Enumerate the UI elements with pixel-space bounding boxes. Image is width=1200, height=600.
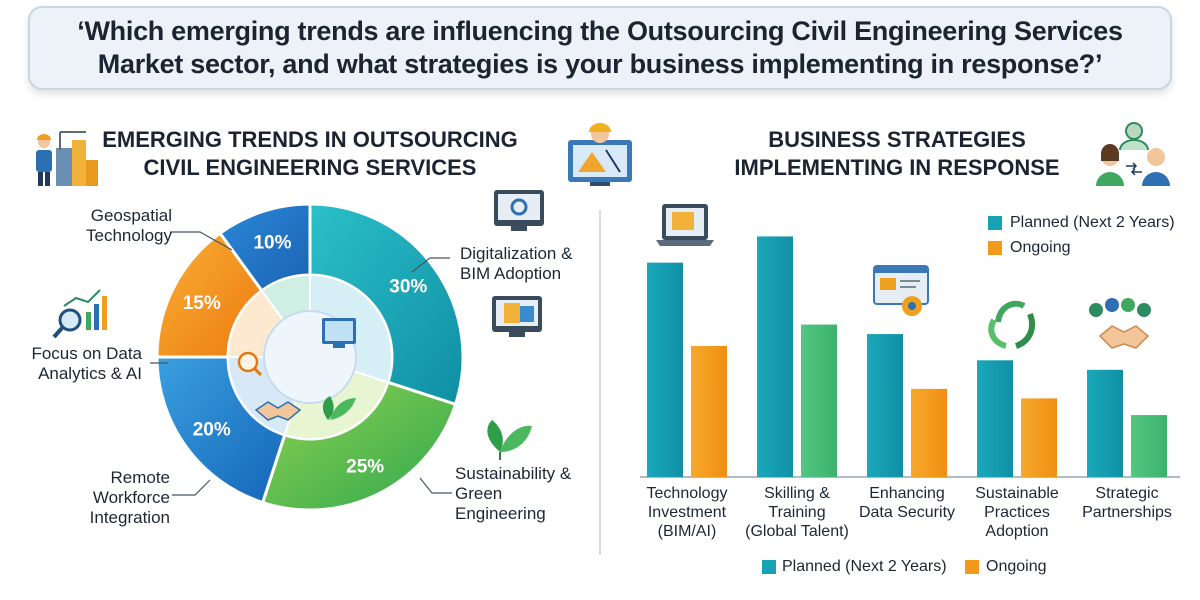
legend-bottom-ongoing-label: Ongoing (986, 558, 1047, 575)
bar-category-label-line: Skilling & (764, 485, 830, 502)
monitor-blueprint-icon (492, 296, 542, 337)
bar-category-label-line: Adoption (985, 523, 1049, 540)
bar-category-label-line: Strategic (1095, 485, 1159, 502)
label-sustainability-line3: Engineering (455, 504, 546, 523)
bar-category-label-line: Data Security (858, 504, 956, 521)
label-data-analytics-line2: Analytics & AI (38, 364, 142, 383)
connector-digitalization (411, 257, 450, 273)
engineer-construction-icon (36, 131, 98, 186)
label-remote: Remote Workforce Integration (52, 468, 170, 528)
bar-planned-3 (977, 360, 1013, 477)
bar-ongoing-1 (801, 324, 837, 477)
legend-bottom-ongoing-swatch (965, 560, 979, 574)
bar-ongoing-0 (691, 346, 727, 477)
bar-ongoing-3 (1021, 398, 1057, 477)
right-title-line2: IMPLEMENTING IN RESPONSE (734, 155, 1060, 180)
label-digitalization: Digitalization & BIM Adoption (460, 244, 600, 284)
left-title-line2: CIVIL ENGINEERING SERVICES (143, 155, 477, 180)
label-geospatial: Geospatial Technology (52, 206, 172, 246)
bar-planned-0 (647, 262, 683, 477)
pie-value-digitalization: 30% (389, 277, 427, 298)
bar-category-label-line: Enhancing (869, 485, 945, 502)
label-sustainability-line2: Green (455, 484, 503, 503)
left-title-line1: EMERGING TRENDS IN OUTSOURCING (102, 127, 518, 152)
trends-donut-chart: 30% 25% 20% 15% 10% (155, 202, 465, 512)
bar-category-label: Skilling & Training (Global Talent) (737, 484, 857, 541)
legend-top-planned-label: Planned (Next 2 Years) (1010, 214, 1175, 231)
bar-category-label-line: Training (768, 504, 826, 521)
legend-top-planned-swatch (988, 216, 1002, 230)
label-sustainability: Sustainability & Green Engineering (455, 464, 595, 524)
bar-ongoing-2 (911, 388, 947, 477)
bar-category-label: Sustainable Practices Adoption (957, 484, 1077, 541)
center-monitor-icon (322, 318, 356, 348)
bar-category-label-line: Technology (646, 485, 728, 502)
legend-top-ongoing-label: Ongoing (1010, 239, 1071, 256)
label-remote-line3: Integration (89, 508, 170, 527)
handshake-people-icon (1089, 298, 1151, 349)
right-title-line1: BUSINESS STRATEGIES (768, 127, 1026, 152)
pie-value-geospatial: 10% (253, 232, 291, 253)
label-remote-line1: Remote (110, 468, 170, 487)
bar-planned-4 (1087, 369, 1123, 477)
bar-planned-2 (867, 334, 903, 477)
bar-category-label-line: Sustainable (975, 485, 1059, 502)
label-data-analytics-line1: Focus on Data (31, 344, 142, 363)
label-digitalization-line1: Digitalization & (460, 244, 573, 263)
legend-top-ongoing-swatch (988, 241, 1002, 255)
center-leaf-icon (322, 396, 356, 420)
label-digitalization-line2: BIM Adoption (460, 264, 562, 283)
bar-planned-1 (757, 236, 793, 477)
engineer-computer-icon (568, 123, 632, 186)
pie-value-remote: 20% (193, 419, 231, 440)
analytics-magnifier-icon (52, 289, 107, 339)
right-section-title: BUSINESS STRATEGIES IMPLEMENTING IN RESP… (716, 126, 1078, 182)
connector-remote (172, 479, 211, 496)
center-analytics-icon (237, 351, 263, 377)
bar-category-label-line: (BIM/AI) (657, 523, 717, 540)
question-banner: ‘Which emerging trends are influencing t… (28, 6, 1172, 90)
bar-category-label-line: (Global Talent) (745, 523, 849, 540)
bar-category-label-line: Investment (647, 504, 727, 521)
bar-category-label-line: Partnerships (1082, 504, 1172, 521)
pie-value-sustainability: 25% (346, 456, 384, 477)
legend-bottom-planned-swatch (762, 560, 776, 574)
label-geospatial-line2: Technology (85, 226, 172, 245)
bar-category-label: Strategic Partnerships (1067, 484, 1187, 522)
bar-category-label: Enhancing Data Security (847, 484, 967, 522)
team-collaboration-icon (1096, 122, 1170, 186)
laptop-bim-icon (656, 204, 714, 246)
connector-sustainability (419, 477, 452, 494)
label-data-analytics: Focus on Data Analytics & AI (14, 344, 142, 384)
strategies-bar-chart (640, 236, 1180, 478)
web-security-icon (873, 265, 929, 316)
recycle-icon (988, 300, 1036, 349)
label-sustainability-line1: Sustainability & (455, 464, 572, 483)
question-title: ‘Which emerging trends are influencing t… (77, 16, 1123, 79)
connector-geospatial (170, 231, 233, 251)
label-remote-line2: Workforce (92, 488, 170, 507)
pie-connector-lines (150, 231, 452, 496)
left-section-title: EMERGING TRENDS IN OUTSOURCING CIVIL ENG… (92, 126, 528, 182)
bar-category-label: Technology Investment (BIM/AI) (627, 484, 747, 541)
pie-value-data-analytics: 15% (183, 293, 221, 314)
leaves-icon (487, 420, 532, 460)
bar-ongoing-4 (1131, 415, 1167, 477)
monitor-gear-icon (494, 190, 544, 231)
center-handshake-icon (254, 401, 302, 421)
label-geospatial-line1: Geospatial (90, 206, 172, 225)
bar-category-label-line: Practices (984, 504, 1050, 521)
legend-bottom-planned-label: Planned (Next 2 Years) (782, 558, 947, 575)
